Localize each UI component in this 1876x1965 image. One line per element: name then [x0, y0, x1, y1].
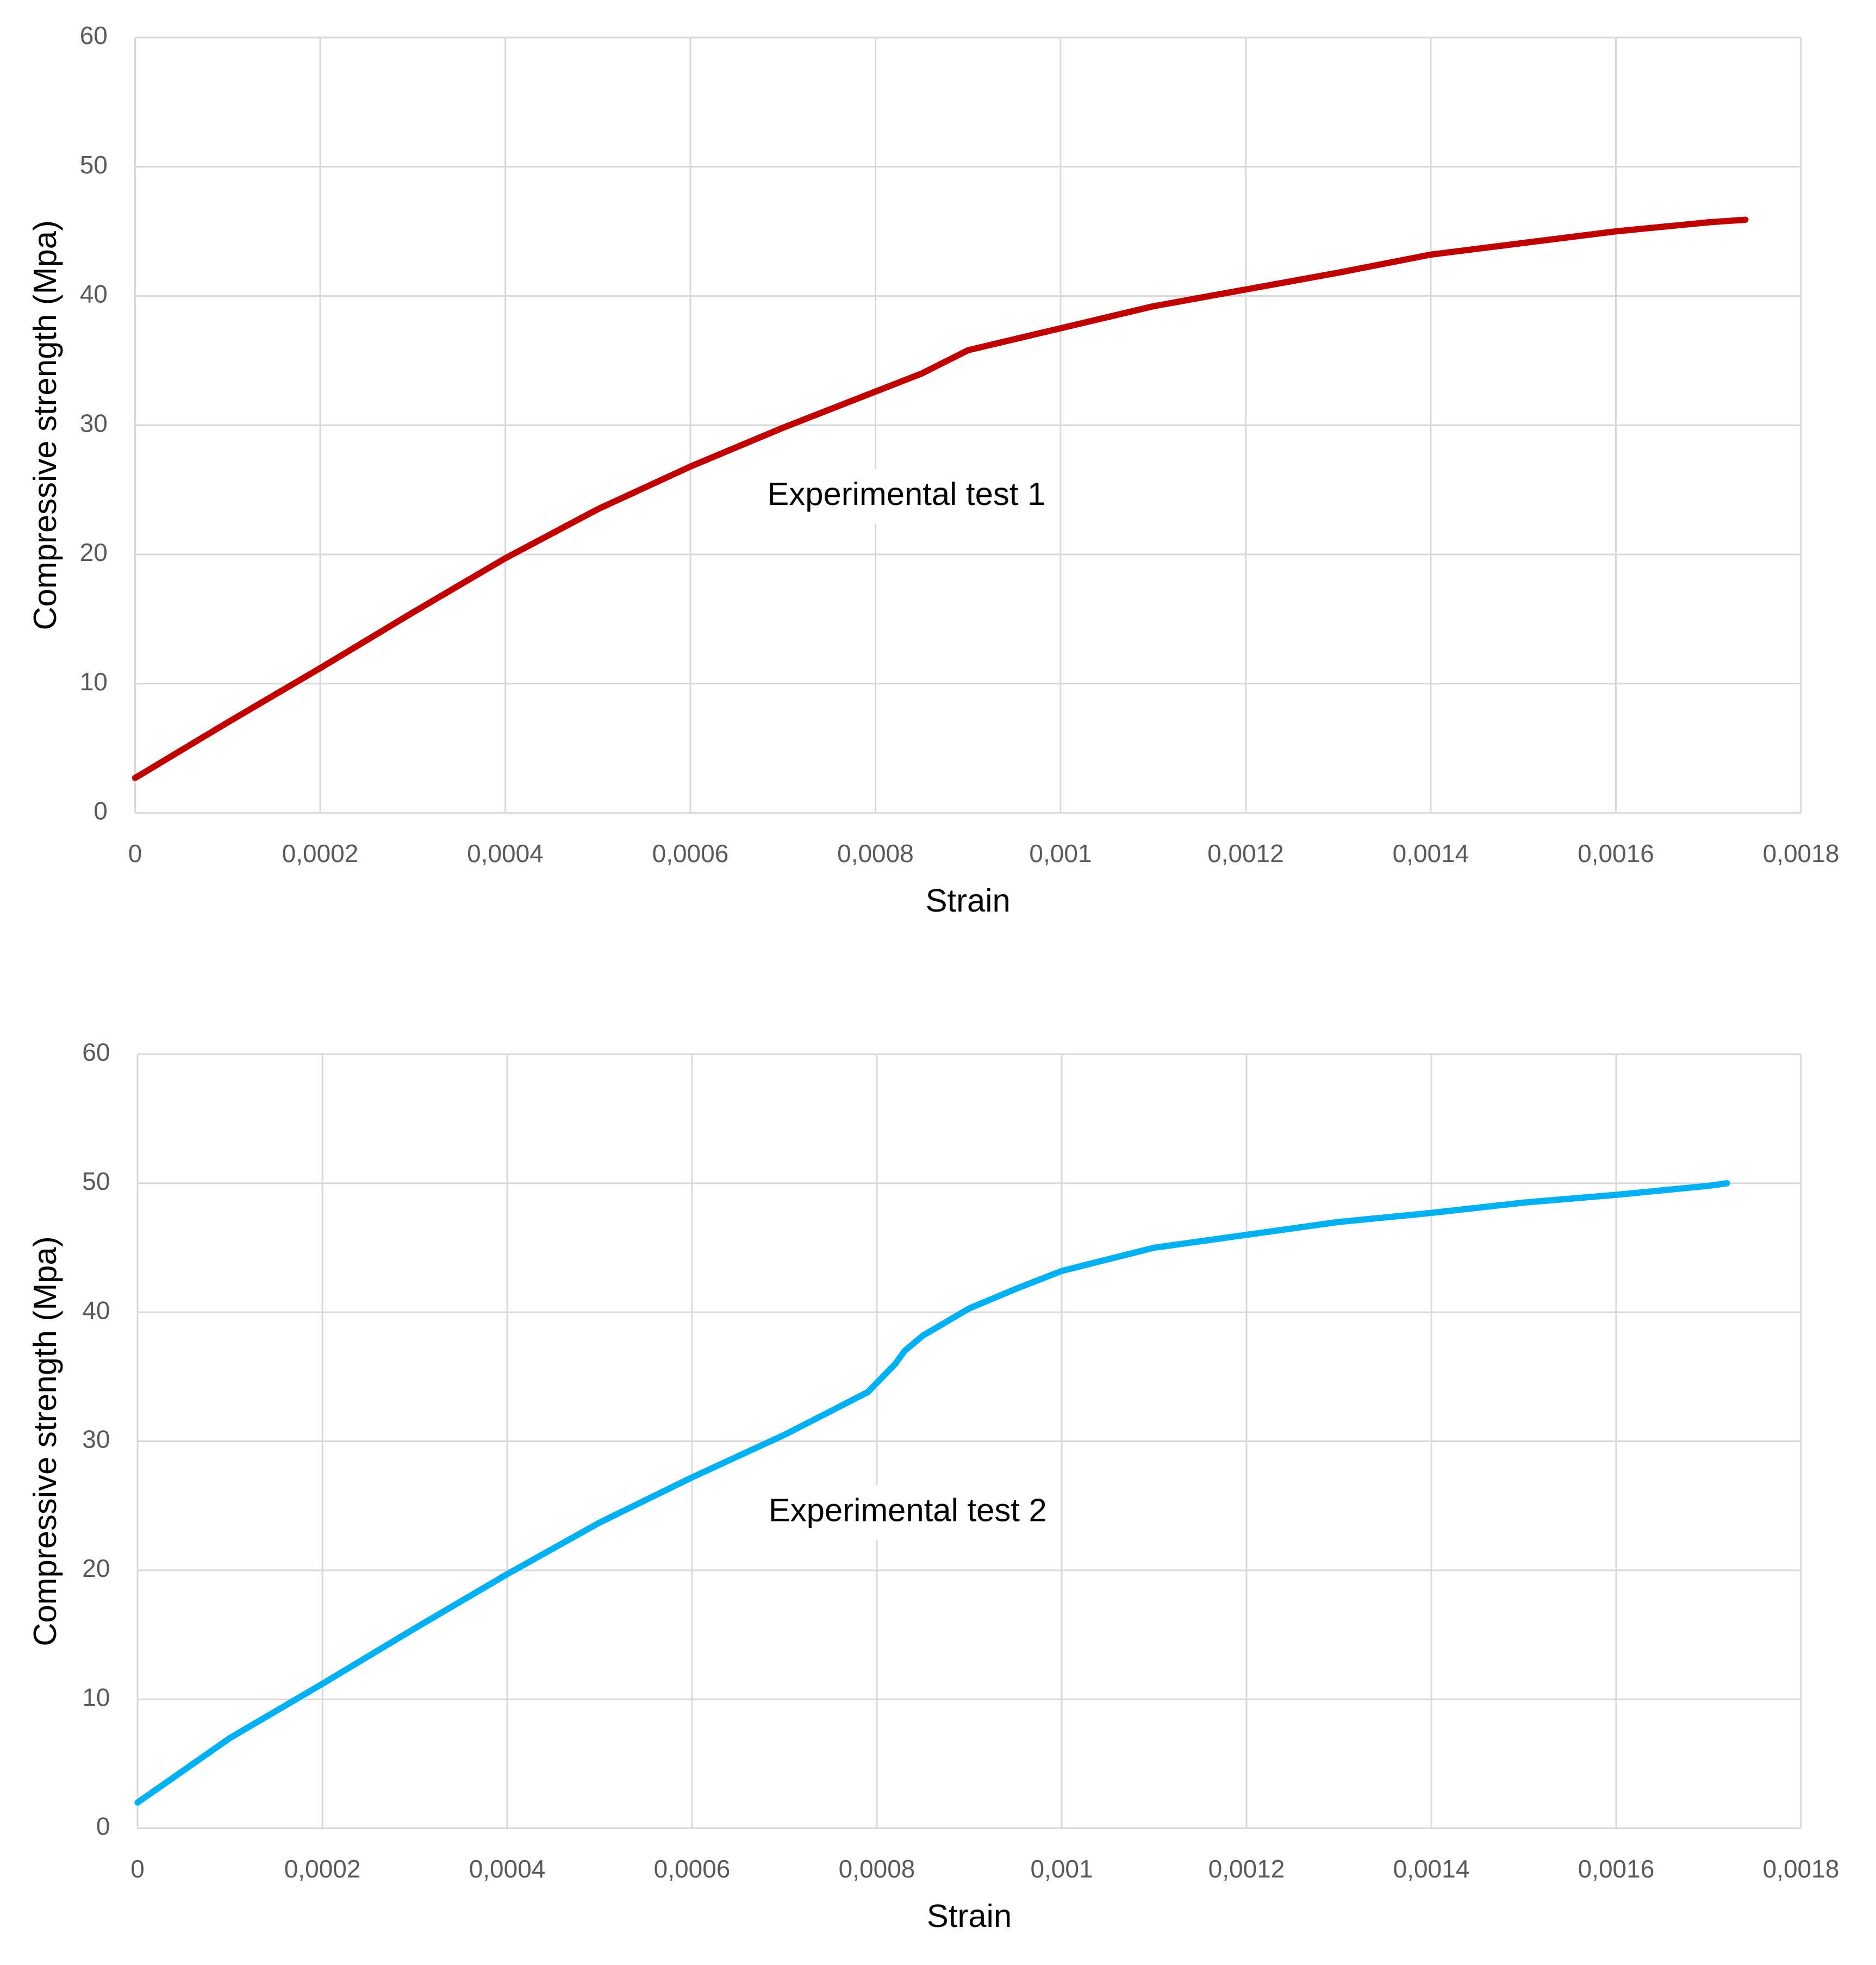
x-tick-label: 0,0012 — [1208, 1855, 1285, 1883]
annotation-background — [755, 1484, 1061, 1540]
x-tick-label: 0,0012 — [1207, 839, 1284, 868]
x-tick-label: 0,001 — [1030, 1855, 1093, 1883]
y-tick-label: 40 — [80, 280, 108, 308]
y-tick-label: 50 — [82, 1167, 110, 1195]
y-tick-label: 30 — [82, 1425, 110, 1454]
y-tick-label: 0 — [94, 797, 108, 825]
x-tick-label: 0,0014 — [1393, 839, 1469, 868]
x-tick-label: 0,0018 — [1763, 839, 1840, 868]
x-tick-label: 0,0014 — [1393, 1855, 1470, 1883]
x-tick-label: 0,001 — [1029, 839, 1092, 868]
y-tick-label: 50 — [80, 151, 108, 179]
data-line — [132, 216, 1749, 781]
data-line — [134, 1180, 1730, 1806]
x-axis-title: Strain — [927, 1898, 1012, 1934]
x-tick-label: 0,0004 — [469, 1855, 546, 1883]
x-tick-label: 0,0002 — [284, 1855, 361, 1883]
y-tick-label: 0 — [96, 1812, 110, 1841]
y-tick-label: 30 — [80, 409, 108, 437]
x-tick-label: 0,0016 — [1578, 839, 1654, 868]
x-tick-label: 0 — [130, 1855, 145, 1883]
x-tick-label: 0,0006 — [652, 839, 729, 868]
annotation-background — [753, 469, 1059, 525]
x-tick-label: 0,0018 — [1763, 1855, 1840, 1883]
y-tick-label: 10 — [82, 1683, 110, 1711]
annotation: Experimental test 1 — [767, 476, 1045, 512]
y-tick-label: 60 — [82, 1038, 110, 1066]
x-tick-label: 0,0002 — [282, 839, 359, 868]
y-axis-title: Compressive strength (Mpa) — [27, 220, 63, 630]
x-tick-label: 0,0004 — [467, 839, 544, 868]
y-tick-label: 10 — [80, 668, 108, 696]
x-tick-label: 0,0006 — [654, 1855, 731, 1883]
x-tick-label: 0,0008 — [839, 1855, 915, 1883]
y-tick-label: 20 — [82, 1554, 110, 1582]
y-axis-title: Compressive strength (Mpa) — [27, 1236, 63, 1646]
annotation: Experimental test 2 — [769, 1492, 1047, 1528]
y-tick-label: 40 — [82, 1296, 110, 1324]
y-tick-label: 60 — [80, 21, 108, 49]
x-tick-label: 0 — [128, 839, 142, 868]
y-tick-label: 20 — [80, 538, 108, 566]
x-tick-label: 0,0008 — [837, 839, 914, 868]
x-tick-label: 0,0016 — [1578, 1855, 1655, 1883]
x-axis-title: Strain — [926, 882, 1011, 919]
